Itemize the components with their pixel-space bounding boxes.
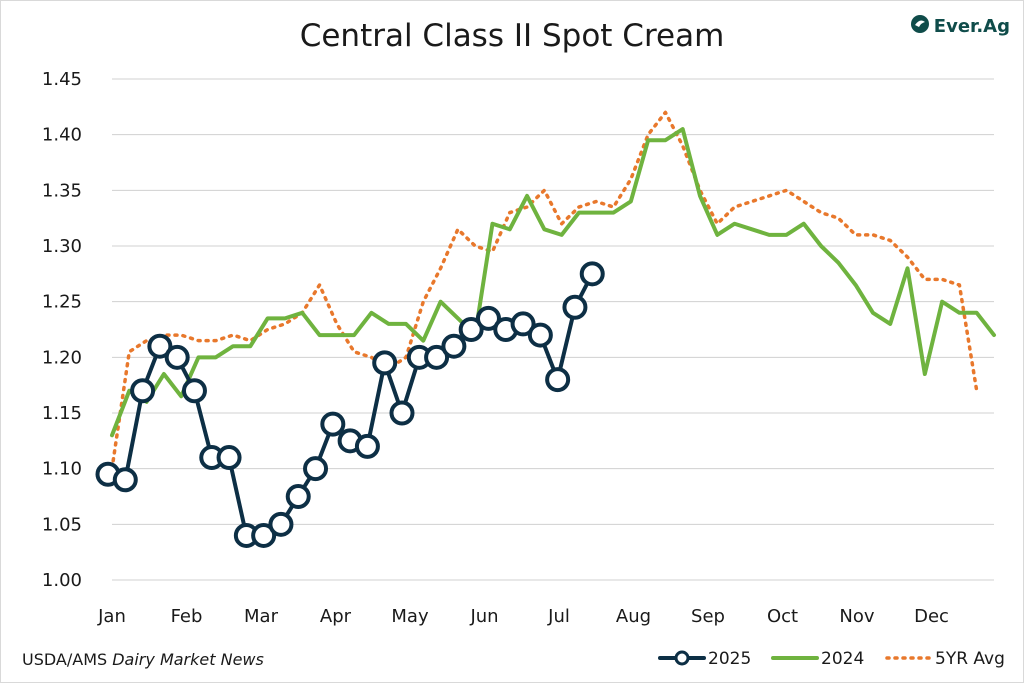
source-italic: Dairy Market News [112, 650, 264, 669]
y-tick-label: 1.40 [42, 125, 82, 146]
y-tick-label: 1.15 [42, 403, 82, 424]
data-point-2025 [475, 305, 501, 331]
x-tick-label: Feb [171, 606, 203, 627]
data-point-2025 [216, 445, 242, 471]
data-point-2025 [545, 367, 571, 393]
y-tick-label: 1.10 [42, 459, 82, 480]
data-point-2025 [130, 378, 156, 404]
series-line-2024 [110, 127, 996, 438]
y-tick-label: 1.05 [42, 514, 82, 535]
data-point-2025 [147, 333, 173, 359]
data-point-2025 [527, 322, 553, 348]
data-point-2025 [424, 344, 450, 370]
data-point-2025 [164, 344, 190, 370]
x-tick-label: Mar [244, 606, 279, 627]
data-point-2025 [251, 522, 277, 548]
y-tick-label: 1.20 [42, 347, 82, 368]
data-point-2025 [441, 333, 467, 359]
legend-label: 2025 [708, 649, 751, 669]
source-prefix: USDA/AMS [22, 650, 113, 669]
legend-label: 2024 [821, 649, 864, 669]
ever-ag-logo: Ever.Ag [910, 14, 1010, 39]
data-point-2025 [579, 261, 605, 287]
data-point-2025 [303, 456, 329, 482]
series-line-5yr-avg [110, 110, 979, 471]
data-point-2025 [285, 484, 311, 509]
ever-ag-logo-icon [910, 14, 930, 39]
data-point-2025 [354, 433, 380, 459]
y-tick-label: 1.30 [42, 236, 82, 257]
x-tick-label: Jan [97, 606, 126, 627]
source-note: USDA/AMS Dairy Market News [22, 650, 264, 669]
data-point-2025 [510, 311, 536, 337]
data-point-2025 [320, 411, 346, 437]
data-point-2025 [562, 294, 588, 320]
legend-marker [674, 650, 690, 666]
data-point-2025 [458, 317, 484, 342]
x-tick-label: Jul [547, 606, 570, 627]
y-tick-label: 1.25 [42, 292, 82, 313]
legend-label: 5YR Avg [935, 649, 1005, 669]
data-point-2025 [372, 350, 398, 376]
x-tick-label: Aug [616, 606, 651, 627]
x-tick-label: Dec [914, 606, 949, 627]
x-tick-label: Nov [839, 606, 874, 627]
data-point-2025 [181, 378, 207, 404]
chart-title: Central Class II Spot Cream [299, 18, 725, 54]
x-tick-label: Sep [691, 606, 725, 627]
y-tick-label: 1.45 [42, 69, 82, 90]
x-tick-label: Apr [320, 606, 352, 627]
x-tick-label: Jun [469, 606, 498, 627]
data-point-2025 [112, 467, 138, 493]
data-point-2025 [389, 400, 415, 426]
y-tick-label: 1.35 [42, 180, 82, 201]
x-tick-label: Oct [767, 606, 798, 627]
data-point-2025 [268, 511, 294, 537]
x-tick-label: May [391, 606, 429, 627]
ever-ag-logo-text: Ever.Ag [933, 16, 1010, 37]
y-tick-label: 1.00 [42, 570, 82, 591]
